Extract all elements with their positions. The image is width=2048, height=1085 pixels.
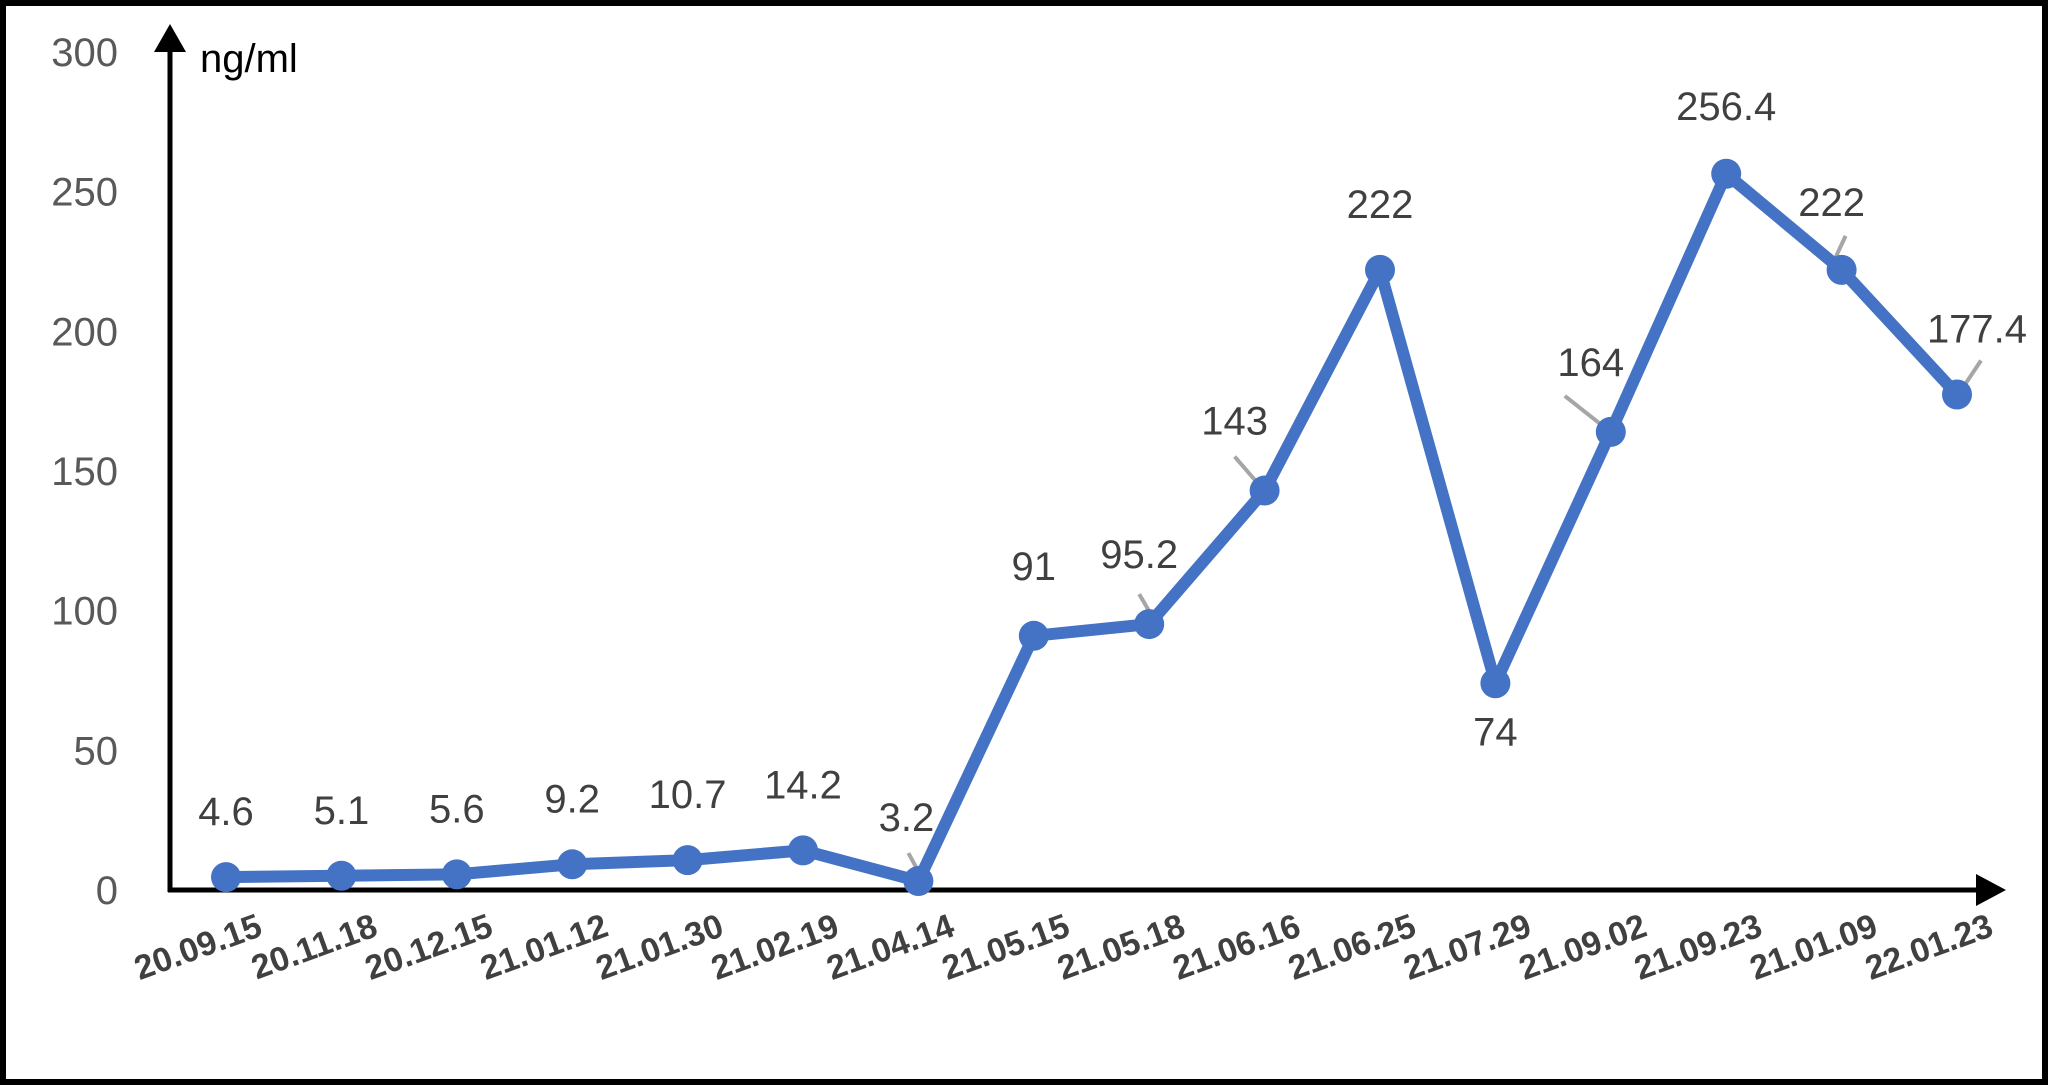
x-tick-label: 20.09.15 xyxy=(129,907,266,988)
data-point xyxy=(1134,609,1165,640)
y-tick-label: 250 xyxy=(51,171,118,215)
x-tick-label: 21.01.09 xyxy=(1745,907,1882,988)
x-tick-label: 20.12.15 xyxy=(360,907,497,988)
x-tick-label: 21.06.16 xyxy=(1168,907,1305,988)
data-point xyxy=(1826,254,1857,285)
data-label: 91 xyxy=(1012,545,1057,589)
label-leader-line xyxy=(1563,394,1605,428)
x-axis-ticks: 20.09.1520.11.1820.12.1521.01.1221.01.30… xyxy=(129,907,1997,988)
y-axis-unit-label: ng/ml xyxy=(200,37,298,81)
y-axis-arrowhead xyxy=(154,24,186,52)
data-point xyxy=(326,860,357,891)
data-point xyxy=(903,866,934,897)
x-tick-label: 21.01.30 xyxy=(591,907,728,988)
data-label: 74 xyxy=(1473,710,1518,754)
data-point xyxy=(788,835,818,866)
x-tick-label: 21.05.15 xyxy=(937,907,1074,988)
data-point xyxy=(1942,379,1972,410)
data-point xyxy=(1249,475,1280,506)
data-point xyxy=(672,845,703,876)
data-label: 256.4 xyxy=(1676,85,1776,129)
data-label: 222 xyxy=(1347,183,1414,227)
data-label-leaders xyxy=(906,235,1983,877)
y-tick-label: 0 xyxy=(96,869,118,913)
x-tick-label: 22.01.23 xyxy=(1860,907,1997,988)
x-tick-label: 21.02.19 xyxy=(706,907,843,988)
x-tick-label: 21.04.14 xyxy=(822,907,959,988)
data-label: 5.6 xyxy=(429,787,485,831)
data-point xyxy=(1018,620,1049,651)
x-tick-label: 21.09.02 xyxy=(1514,907,1651,988)
data-point xyxy=(211,862,241,893)
data-label: 164 xyxy=(1557,341,1624,385)
data-point xyxy=(1480,668,1511,699)
y-tick-label: 300 xyxy=(51,31,118,75)
data-label: 10.7 xyxy=(649,773,727,817)
data-point xyxy=(441,859,472,890)
x-tick-label: 21.05.18 xyxy=(1053,907,1190,988)
x-tick-label: 21.01.12 xyxy=(476,907,613,988)
data-label: 177.4 xyxy=(1927,307,2027,351)
y-tick-label: 50 xyxy=(74,729,119,773)
y-tick-label: 200 xyxy=(51,310,118,354)
data-label: 143 xyxy=(1201,400,1268,444)
x-tick-label: 20.11.18 xyxy=(247,907,383,987)
data-point xyxy=(1595,416,1626,447)
y-tick-label: 100 xyxy=(51,590,118,634)
data-label: 95.2 xyxy=(1100,533,1178,577)
data-label: 9.2 xyxy=(544,777,600,821)
data-label: 14.2 xyxy=(764,763,842,807)
series-line xyxy=(220,167,1963,888)
data-labels: 4.6 5.1 5.6 9.2 10.7 14.2 3.2 91 95.2 143 222 74 164… xyxy=(198,85,2027,840)
x-axis-arrowhead xyxy=(1976,874,2006,906)
axes xyxy=(154,24,2006,906)
x-tick-label: 21.07.29 xyxy=(1399,907,1536,988)
x-tick-label: 21.09.23 xyxy=(1630,907,1767,988)
y-axis-ticks: 0 50 100 150 200 250 300 xyxy=(51,31,118,913)
data-point xyxy=(557,849,588,880)
data-label: 222 xyxy=(1798,181,1865,225)
x-tick-label: 21.06.25 xyxy=(1283,907,1420,988)
data-label: 3.2 xyxy=(879,796,935,840)
data-point xyxy=(1365,254,1395,285)
data-label: 5.1 xyxy=(314,789,370,833)
data-points xyxy=(211,158,1972,897)
series-polyline xyxy=(220,167,1963,888)
data-point xyxy=(1711,158,1742,189)
y-tick-label: 150 xyxy=(51,450,118,494)
data-label: 4.6 xyxy=(198,790,254,834)
